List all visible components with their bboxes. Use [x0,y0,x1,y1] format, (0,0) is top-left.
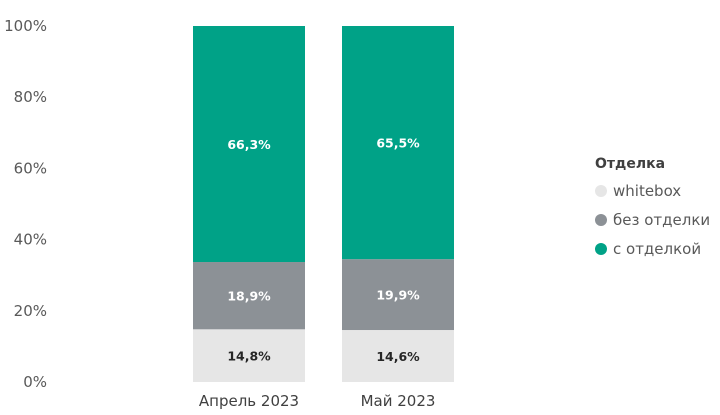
data-label: 66,3% [227,137,271,152]
data-label: 14,6% [376,349,420,364]
legend-label-whitebox: whitebox [613,182,682,200]
legend-item-whitebox: whitebox [595,180,710,202]
data-label: 18,9% [227,289,271,304]
legend-label-s-otdelkoi: с отделкой [613,240,702,258]
y-tick-label: 100% [4,17,47,35]
legend-swatch-bez-otdelki [595,214,607,226]
y-tick-label: 40% [14,231,47,249]
bar-segment [193,262,305,330]
data-label: 14,8% [227,349,271,364]
y-tick-label: 80% [14,88,47,106]
legend-item-s-otdelkoi: с отделкой [595,238,710,260]
legend-item-bez-otdelki: без отделки [595,209,710,231]
legend-label-bez-otdelki: без отделки [613,211,711,229]
data-label: 19,9% [376,288,420,303]
y-tick-label: 0% [23,373,47,391]
legend-title: Отделка [595,156,666,172]
bar-segment [342,26,454,260]
legend: Отделка whitebox без отделки с отделкой [595,156,710,267]
data-label: 65,5% [376,136,420,151]
bar-segment [342,330,454,382]
y-tick-label: 60% [14,159,47,177]
legend-swatch-s-otdelkoi [595,243,607,255]
x-category-label: Апрель 2023 [199,392,299,410]
x-category-label: Май 2023 [361,392,436,410]
bar-segment [342,259,454,331]
y-tick-label: 20% [14,302,47,320]
bar-segment [193,26,305,263]
bar-segment [193,329,305,382]
legend-swatch-whitebox [595,185,607,197]
